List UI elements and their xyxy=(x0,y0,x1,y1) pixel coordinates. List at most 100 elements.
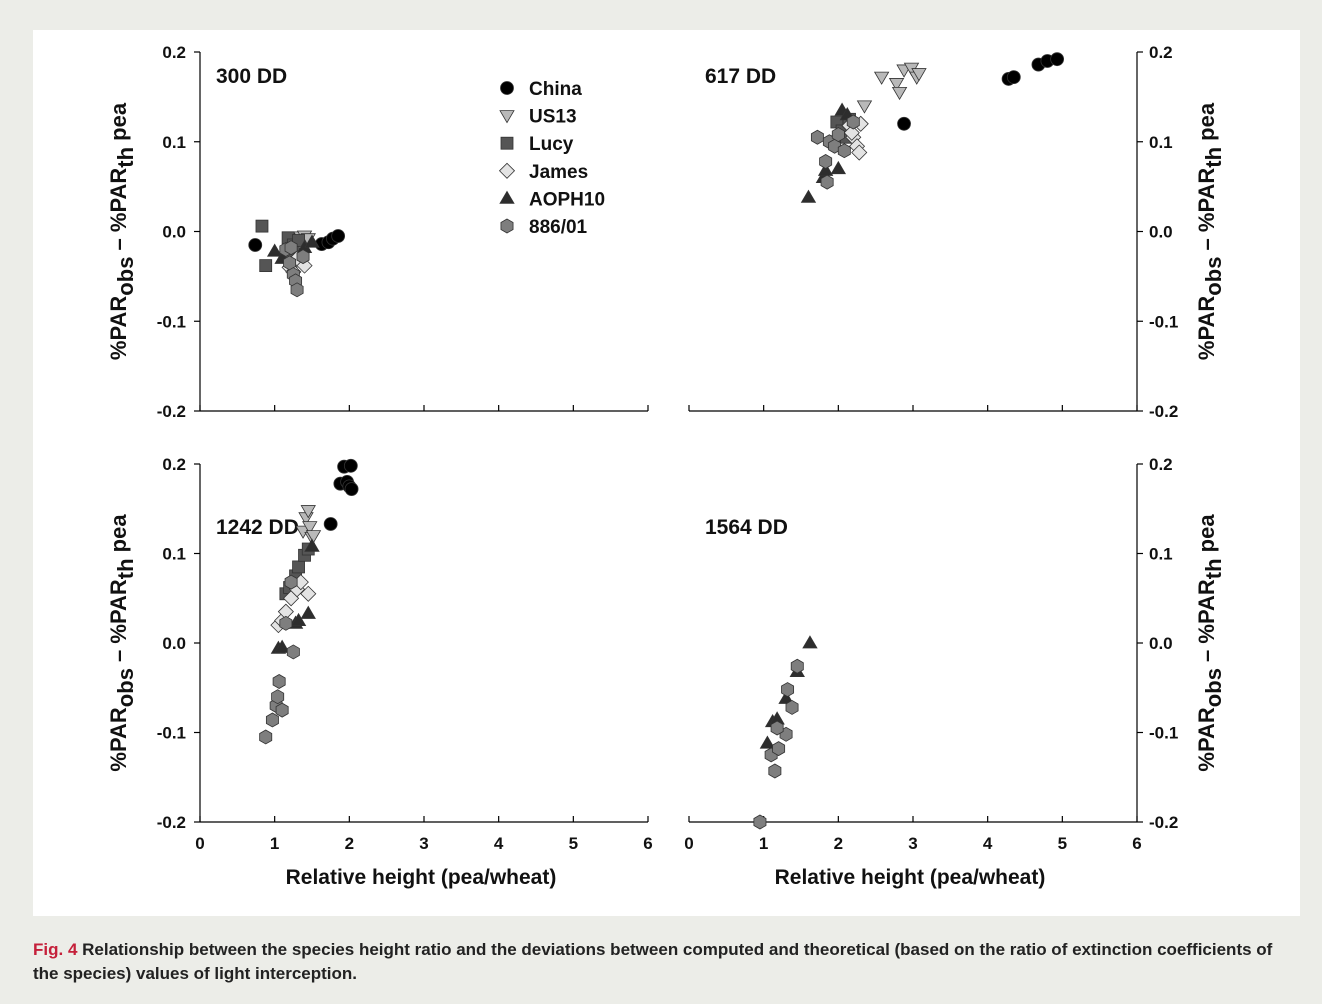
data-point-886-01 xyxy=(831,127,845,143)
panel-title: 300 DD xyxy=(216,65,287,88)
legend-marker-Lucy xyxy=(500,136,514,150)
data-point-886-01 xyxy=(286,644,300,660)
data-point-US13 xyxy=(911,68,927,82)
y-tick-label: -0.1 xyxy=(1149,312,1178,331)
x-tick-label: 6 xyxy=(1132,834,1141,853)
legend-marker-886-01 xyxy=(500,218,514,234)
data-point-US13 xyxy=(888,78,905,92)
chart-panel-4: -0.2 -0.1 0.0 0.1 0.2 0 1 2 3 4 5 6 1564 DD %PARobs –… xyxy=(684,455,1226,889)
y-axis-label-subscript: th xyxy=(113,558,138,579)
y-tick-label: -0.1 xyxy=(1149,724,1178,743)
y-tick-label: 0.1 xyxy=(1149,545,1173,564)
y-axis-label: %PARobs – %PARth pea xyxy=(106,514,138,772)
figure-svg: -0.2 -0.1 0.0 0.1 0.2 300 DD %PARobs – %PARth … xyxy=(106,43,1226,889)
data-point-US13 xyxy=(300,505,316,519)
data-point-AOPH10 xyxy=(304,538,320,552)
data-point-AOPH10 xyxy=(830,160,847,175)
x-axis-label: Relative height (pea/wheat) xyxy=(775,866,1046,889)
data-point-China xyxy=(1050,52,1065,67)
y-axis-label-subscript: th xyxy=(1201,558,1226,579)
y-axis-label-part: pea xyxy=(1194,514,1219,559)
data-point-886-01 xyxy=(271,689,285,705)
figure-label: Fig. 4 xyxy=(33,940,78,959)
x-tick-label: 0 xyxy=(195,834,204,853)
y-axis-label-part: %PAR xyxy=(106,296,131,360)
data-point-886-01 xyxy=(290,282,304,298)
y-axis-label: %PARobs – %PARth pea xyxy=(1194,514,1226,772)
legend-marker-China xyxy=(500,81,514,95)
data-point-886-01 xyxy=(279,615,293,631)
data-point-886-01 xyxy=(810,129,824,145)
data-point-886-01 xyxy=(275,702,289,718)
y-axis-label-subscript: obs xyxy=(113,257,138,296)
y-tick-label: 0.2 xyxy=(1149,43,1173,62)
data-point-AOPH10 xyxy=(304,234,320,248)
data-point-China xyxy=(343,458,358,473)
y-axis-label-part: pea xyxy=(106,514,131,559)
y-tick-label: 0.1 xyxy=(1149,133,1173,152)
y-axis-label-part: %PAR xyxy=(106,707,131,771)
x-tick-label: 1 xyxy=(759,834,768,853)
data-point-AOPH10 xyxy=(300,605,316,619)
legend-marker-AOPH10 xyxy=(499,190,515,204)
legend-label: US13 xyxy=(529,107,577,128)
data-point-China xyxy=(897,116,911,131)
y-axis-label: %PARobs – %PARth pea xyxy=(106,102,138,360)
data-point-China xyxy=(248,238,263,252)
data-point-US13 xyxy=(891,86,908,101)
y-axis-label-part: – %PAR xyxy=(1194,168,1219,257)
data-point-AOPH10 xyxy=(800,189,817,203)
y-axis-label-subscript: obs xyxy=(1201,668,1226,707)
data-point-886-01 xyxy=(772,741,786,757)
chart-panel-1: -0.2 -0.1 0.0 0.1 0.2 300 DD %PARobs – %PARth … xyxy=(106,43,649,421)
data-point-China xyxy=(331,229,346,243)
data-point-886-01 xyxy=(284,240,298,256)
data-point-China xyxy=(344,482,359,496)
y-tick-label: -0.2 xyxy=(1149,813,1178,832)
x-tick-label: 0 xyxy=(684,834,693,853)
data-point-AOPH10 xyxy=(817,162,834,176)
legend: China US13 Lucy James AOPH10 886/01 xyxy=(498,79,605,238)
data-point-Lucy xyxy=(292,560,305,574)
y-tick-label: 0.0 xyxy=(1149,634,1173,653)
y-axis-label-subscript: th xyxy=(1201,147,1226,168)
y-axis-label-part: pea xyxy=(106,102,131,147)
x-tick-label: 2 xyxy=(834,834,843,853)
x-tick-label: 5 xyxy=(569,834,578,853)
x-tick-label: 3 xyxy=(908,834,917,853)
figure-panel: -0.2 -0.1 0.0 0.1 0.2 300 DD %PARobs – %PARth … xyxy=(33,30,1300,916)
legend-marker-US13 xyxy=(499,110,515,124)
y-tick-label: 0.1 xyxy=(162,133,186,152)
x-tick-label: 1 xyxy=(270,834,279,853)
y-tick-label: 0.0 xyxy=(162,634,186,653)
legend-label: AOPH10 xyxy=(529,189,605,210)
data-point-886-01 xyxy=(846,114,860,130)
x-tick-label: 3 xyxy=(419,834,428,853)
y-tick-label: -0.1 xyxy=(157,724,186,743)
panel-title: 1242 DD xyxy=(216,516,299,539)
panel-title: 617 DD xyxy=(705,65,776,88)
data-point-US13 xyxy=(856,100,873,114)
caption-text: Relationship between the species height … xyxy=(33,940,1273,983)
y-tick-label: 0.2 xyxy=(162,455,186,474)
data-point-886-01 xyxy=(770,720,784,736)
data-point-886-01 xyxy=(790,658,804,674)
x-tick-label: 6 xyxy=(643,834,652,853)
data-point-886-01 xyxy=(296,249,310,265)
figure-caption: Fig. 4 Relationship between the species … xyxy=(33,938,1301,986)
legend-label: 886/01 xyxy=(529,217,588,238)
y-axis-label-subscript: th xyxy=(113,147,138,168)
data-point-886-01 xyxy=(259,729,273,745)
chart-panel-2: -0.2 -0.1 0.0 0.1 0.2 617 DD %PARobs – %PARth … xyxy=(688,43,1226,421)
data-point-AOPH10 xyxy=(290,612,307,627)
data-point-886-01 xyxy=(272,674,286,689)
legend-label: James xyxy=(529,162,588,183)
data-point-US13 xyxy=(305,530,322,544)
data-point-886-01 xyxy=(284,574,298,590)
data-point-James xyxy=(300,585,317,602)
x-axis-label: Relative height (pea/wheat) xyxy=(286,866,557,889)
y-axis-label-subscript: obs xyxy=(1201,257,1226,296)
data-point-James xyxy=(851,144,868,161)
data-point-886-01 xyxy=(265,712,279,728)
data-point-886-01 xyxy=(837,143,851,159)
